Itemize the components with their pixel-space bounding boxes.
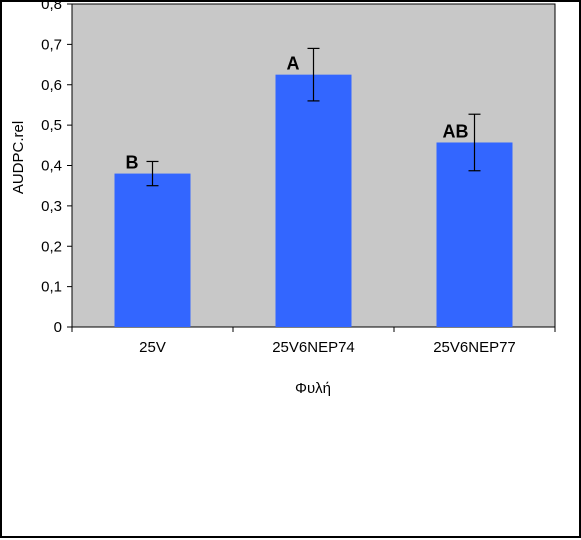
y-tick-label-6: 0,6	[41, 77, 62, 94]
y-tick-label-8: 0,8	[41, 2, 62, 13]
y-tick-label-1: 0,1	[41, 279, 62, 296]
bar-0	[114, 173, 191, 327]
x-axis: 25V 25V6NEP74 25V6NEP77	[71, 327, 556, 356]
y-tick-label-0: 0	[54, 319, 62, 336]
y-tick-label-4: 0,4	[41, 158, 62, 175]
y-axis: 0 0,1 0,2 0,3 0,4 0,5 0,6 0,7 0,8	[41, 2, 72, 336]
bar-1	[275, 74, 352, 327]
y-axis-title: AUDPC.rel	[10, 121, 27, 194]
x-tick-label-0: 25V	[139, 339, 166, 356]
y-tick-label-5: 0,5	[41, 117, 62, 134]
significance-labels-group: B A AB	[126, 54, 469, 173]
y-tick-label-2: 0,2	[41, 238, 62, 255]
significance-label-0: B	[126, 153, 139, 173]
y-tick-label-7: 0,7	[41, 36, 62, 53]
bars-group	[114, 74, 513, 327]
error-bars-group	[146, 47, 481, 187]
y-tick-label-3: 0,3	[41, 198, 62, 215]
bar-2	[436, 142, 513, 327]
x-tick-label-2: 25V6NEP77	[433, 339, 516, 356]
significance-label-1: A	[287, 54, 300, 74]
x-axis-title: Φυλή	[295, 380, 331, 397]
significance-label-2: AB	[443, 121, 469, 141]
x-tick-label-1: 25V6NEP74	[272, 339, 355, 356]
